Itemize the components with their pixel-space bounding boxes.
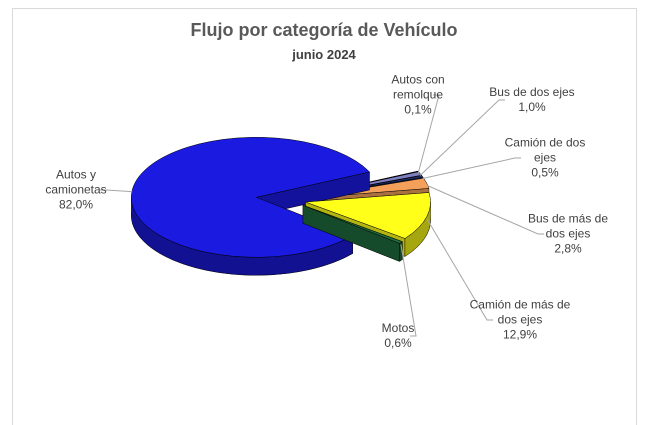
label-name: Autos y camionetas [45, 167, 107, 197]
label-name: Camión de más de dos ejes [469, 297, 571, 327]
label-value: 82,0% [58, 197, 94, 212]
leader-line [400, 244, 417, 337]
data-label: Motos 0,6% [368, 321, 428, 351]
leader-line [426, 218, 493, 321]
label-value: 0,5% [531, 165, 559, 180]
data-label: Autos y camionetas 82,0% [26, 168, 126, 213]
leader-line [100, 189, 133, 193]
label-name: Autos con remolque [391, 72, 445, 102]
label-name: Bus de dos ejes [489, 85, 575, 99]
data-label: Bus de más de dos ejes 2,8% [518, 212, 618, 257]
label-value: 0,6% [384, 336, 412, 350]
leader-line [417, 94, 440, 174]
data-label: Autos con remolque 0,1% [383, 73, 453, 118]
leader-line [426, 184, 544, 235]
leader-line [419, 99, 505, 176]
label-name: Camión de dos ejes [504, 135, 586, 165]
label-name: Motos [381, 321, 415, 335]
data-label: Bus de dos ejes 1,0% [477, 85, 587, 115]
slice [305, 192, 431, 239]
label-value: 1,0% [518, 100, 546, 114]
label-name: Bus de más de dos ejes [527, 211, 609, 241]
chart-title: Flujo por categoría de Vehículo [190, 20, 458, 40]
leader-line [422, 157, 521, 179]
label-value: 0,1% [404, 102, 432, 117]
chart-subtitle: junio 2024 [292, 47, 356, 62]
label-value: 12,9% [502, 327, 538, 342]
slice [302, 204, 403, 244]
data-label: Camión de dos ejes 0,5% [495, 136, 595, 181]
data-label: Camión de más de dos ejes 12,9% [465, 298, 575, 343]
label-value: 2,8% [554, 241, 582, 256]
slice [131, 137, 371, 258]
